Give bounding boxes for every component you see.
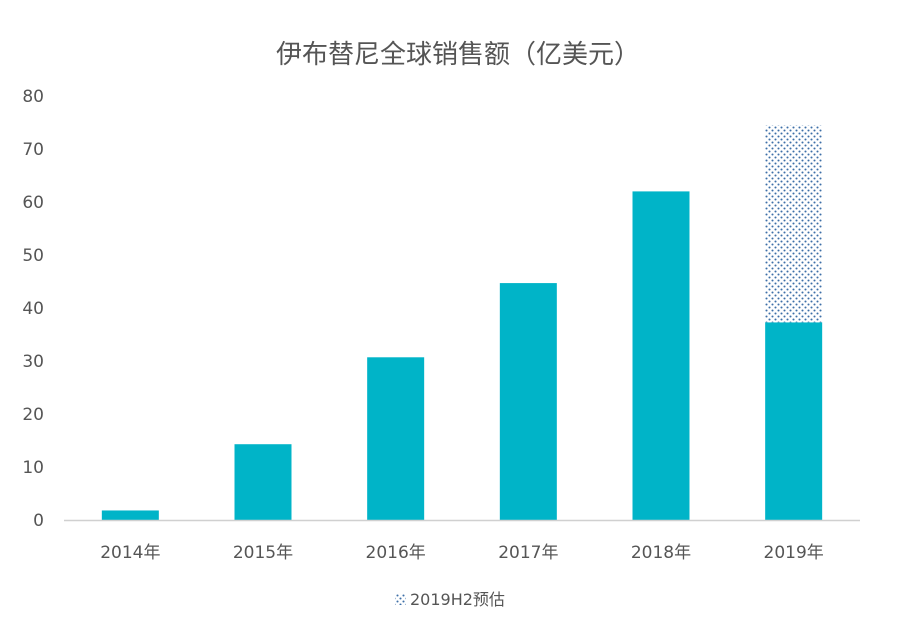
bar-2019年 (765, 322, 823, 520)
x-tick-label: 2015年 (233, 543, 293, 563)
y-tick-label: 20 (22, 405, 44, 425)
chart-title: 伊布替尼全球销售额（亿美元） (276, 40, 640, 70)
y-tick-label: 40 (22, 299, 44, 319)
y-tick-label: 30 (22, 352, 44, 372)
y-tick-label: 60 (22, 193, 44, 213)
y-axis: 0 10 20 30 40 50 60 70 80 (22, 87, 44, 531)
bar-2017年 (499, 283, 557, 520)
legend-swatch-2019h2 (395, 594, 406, 605)
x-tick-label: 2017年 (498, 543, 558, 563)
x-tick-label: 2019年 (764, 543, 824, 563)
y-tick-label: 50 (22, 246, 44, 266)
legend-label-2019h2: 2019H2预估 (410, 590, 505, 609)
x-axis: 2014年 2015年 2016年 2017年 2018年 2019年 (100, 543, 824, 563)
bar-2015年 (234, 444, 292, 520)
bar-2016年 (367, 357, 425, 520)
bar-2018年 (632, 191, 690, 520)
y-tick-label: 70 (22, 140, 44, 160)
bar-2014年 (101, 510, 159, 520)
x-tick-label: 2018年 (631, 543, 691, 563)
y-tick-label: 10 (22, 458, 44, 478)
x-tick-label: 2016年 (366, 543, 426, 563)
y-tick-label: 0 (33, 511, 44, 531)
y-tick-label: 80 (22, 87, 44, 107)
bars-group (101, 125, 823, 520)
bar-segment-2019h2-estimate (765, 125, 823, 323)
legend: 2019H2预估 (395, 590, 505, 609)
x-tick-label: 2014年 (100, 543, 160, 563)
